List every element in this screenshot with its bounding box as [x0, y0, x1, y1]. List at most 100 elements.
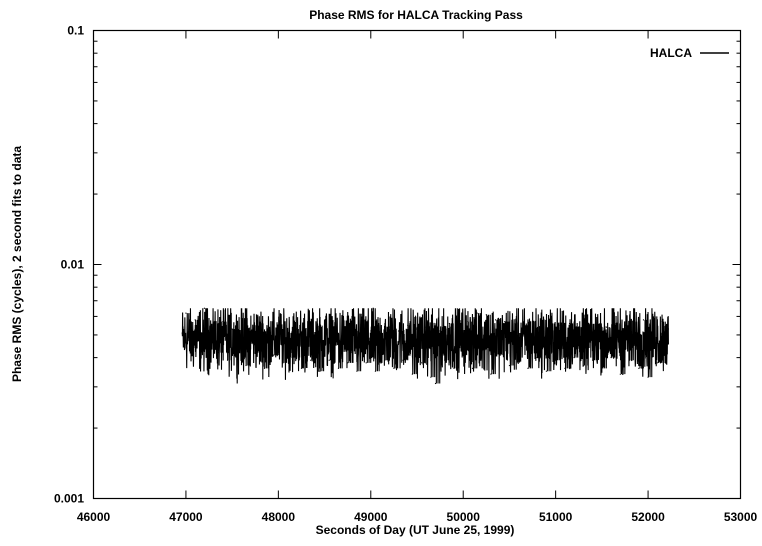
data-point-25 — [296, 328, 298, 330]
data-point-18 — [263, 367, 266, 369]
data-point-13 — [240, 317, 242, 319]
data-point-59 — [453, 367, 455, 369]
x-tick-label-53000: 53000 — [724, 510, 758, 524]
axis-ticks — [93, 30, 741, 499]
data-point-58 — [448, 322, 450, 325]
data-point-49 — [407, 324, 409, 326]
data-point-87 — [582, 364, 584, 367]
data-point-55 — [434, 382, 437, 385]
data-point-7 — [213, 322, 215, 325]
data-point-5 — [203, 307, 206, 309]
series-layer — [181, 307, 670, 385]
data-point-99 — [638, 367, 640, 369]
data-point-43 — [379, 332, 381, 334]
data-point-0 — [181, 332, 183, 334]
data-point-102 — [652, 315, 654, 318]
data-point-38 — [356, 370, 358, 372]
data-point-4 — [199, 354, 201, 356]
data-point-8 — [217, 352, 219, 354]
data-point-40 — [365, 362, 367, 364]
x-axis-label: Seconds of Day (UT June 25, 1999) — [316, 523, 515, 537]
data-point-31 — [323, 338, 326, 340]
data-point-75 — [527, 367, 529, 369]
data-point-57 — [444, 359, 446, 361]
data-point-9 — [222, 321, 224, 323]
data-point-48 — [402, 359, 404, 361]
data-point-28 — [310, 359, 312, 361]
data-point-72 — [513, 322, 515, 325]
data-point-104 — [661, 321, 663, 323]
x-tick-label-51000: 51000 — [539, 510, 573, 524]
data-point-69 — [499, 354, 501, 356]
data-point-47 — [397, 330, 400, 332]
data-point-53 — [425, 326, 427, 328]
data-point-86 — [578, 326, 580, 328]
x-tick-label-49000: 49000 — [354, 510, 388, 524]
data-point-96 — [624, 324, 626, 326]
data-point-39 — [360, 336, 363, 338]
data-point-10 — [226, 359, 229, 361]
data-point-62 — [467, 321, 469, 323]
data-point-1 — [185, 312, 187, 314]
data-point-66 — [485, 314, 487, 316]
x-tick-label-50000: 50000 — [447, 510, 481, 524]
data-point-44 — [384, 359, 386, 361]
data-point-77 — [536, 357, 538, 359]
data-point-23 — [287, 332, 289, 334]
data-point-67 — [490, 373, 492, 375]
data-point-14 — [245, 364, 247, 367]
data-point-91 — [601, 367, 603, 369]
data-point-32 — [328, 359, 330, 361]
data-point-45 — [388, 326, 390, 328]
data-point-93 — [610, 357, 612, 359]
data-point-98 — [633, 321, 635, 323]
data-point-95 — [619, 373, 621, 375]
y-tick-label-2: 0.1 — [67, 24, 84, 38]
data-point-71 — [508, 364, 511, 367]
data-point-16 — [254, 352, 256, 354]
y-tick-label-1: 0.01 — [61, 258, 85, 272]
data-point-63 — [471, 367, 474, 369]
data-point-82 — [559, 324, 561, 326]
data-point-51 — [416, 328, 418, 330]
data-point-30 — [319, 370, 321, 372]
data-point-78 — [541, 319, 543, 321]
data-point-92 — [605, 326, 608, 328]
y-axis-label: Phase RMS (cycles), 2 second fits to dat… — [10, 146, 24, 382]
data-point-42 — [374, 370, 377, 372]
data-point-54 — [430, 376, 432, 378]
x-tick-label-48000: 48000 — [262, 510, 296, 524]
data-point-34 — [337, 367, 340, 369]
data-point-68 — [494, 319, 497, 321]
legend-label-halca: HALCA — [650, 46, 692, 60]
legend: HALCA — [650, 46, 729, 60]
data-point-24 — [291, 357, 293, 359]
data-point-81 — [555, 359, 557, 361]
data-point-89 — [592, 359, 594, 361]
data-point-84 — [568, 322, 571, 325]
data-point-65 — [481, 349, 483, 351]
data-point-50 — [411, 373, 413, 375]
data-point-33 — [333, 330, 335, 332]
data-point-74 — [522, 324, 524, 326]
data-point-6 — [208, 342, 210, 345]
data-point-79 — [545, 370, 548, 372]
x-tick-label-47000: 47000 — [169, 510, 203, 524]
data-point-103 — [656, 362, 658, 364]
data-point-46 — [393, 367, 395, 369]
data-point-97 — [628, 359, 631, 361]
data-point-88 — [587, 324, 589, 326]
data-point-85 — [573, 357, 575, 359]
data-point-12 — [236, 347, 238, 349]
data-point-60 — [457, 324, 460, 326]
data-point-100 — [642, 319, 645, 321]
data-point-36 — [347, 362, 349, 364]
data-point-73 — [518, 357, 520, 359]
x-tick-label-52000: 52000 — [631, 510, 665, 524]
plot-frame — [92, 29, 742, 500]
data-point-94 — [615, 322, 617, 325]
chart-title: Phase RMS for HALCA Tracking Pass — [309, 8, 523, 22]
data-point-105 — [665, 352, 668, 354]
data-point-70 — [504, 321, 506, 323]
